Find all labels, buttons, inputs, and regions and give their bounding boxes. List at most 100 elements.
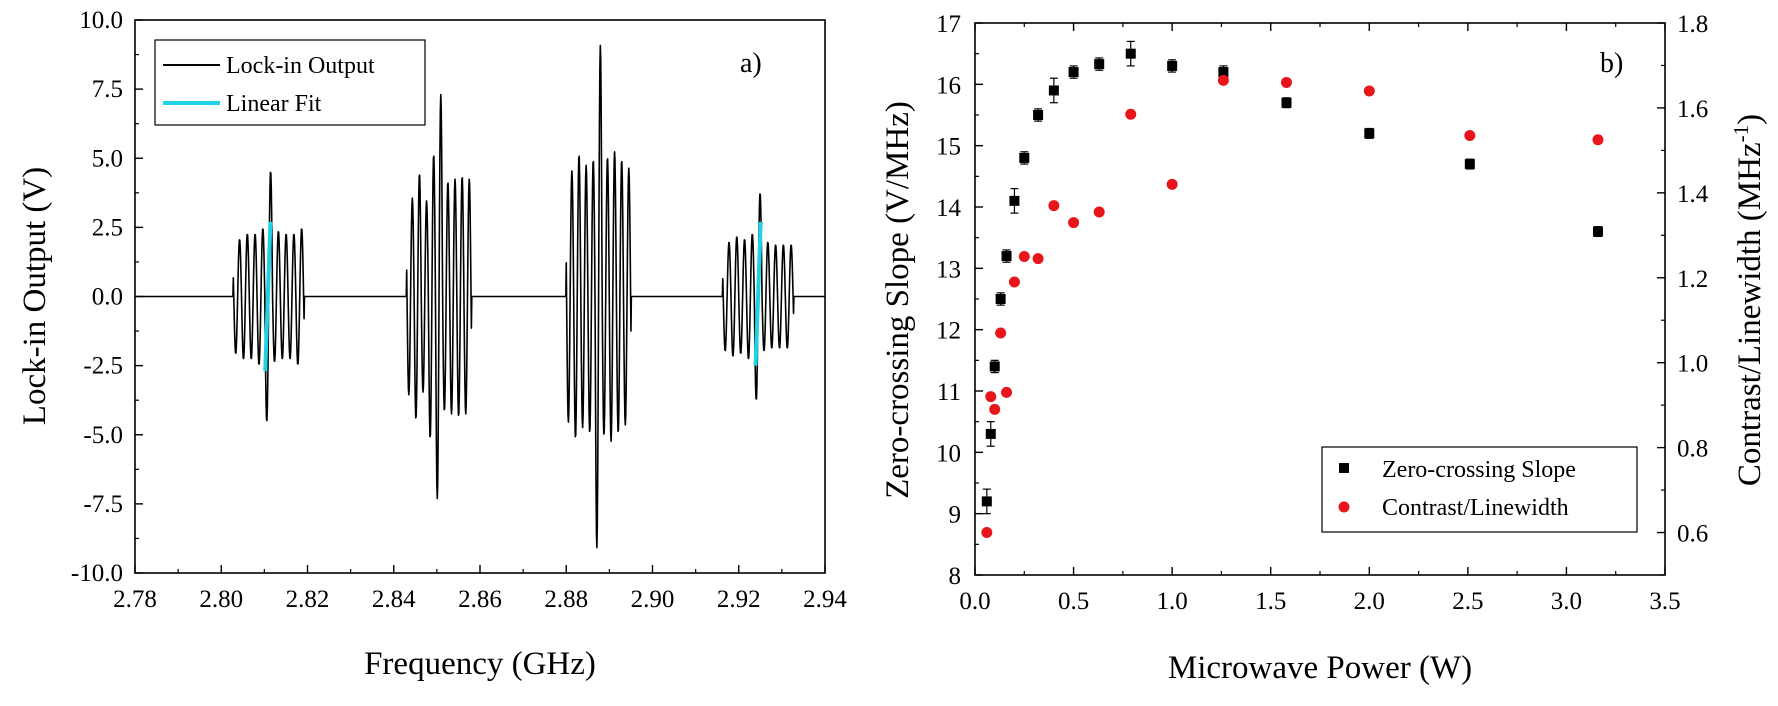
slope-data-point [1592, 226, 1603, 237]
legend-label-lockin-output: Lock-in Output [226, 53, 375, 79]
panel-a-y-axis-label: Lock-in Output (V) [17, 167, 53, 425]
panel-b-x-tick-label: 1.5 [1255, 588, 1286, 615]
linear-fit-segments [263, 221, 763, 372]
panel-b-y-tick-label: 16 [936, 72, 961, 99]
legend-swatch-zero-crossing-slope [1339, 463, 1349, 473]
panel-a-x-tick-label: 2.88 [544, 586, 588, 613]
contrast-linewidth-data-point [1363, 85, 1375, 97]
panel-a-y-tick-label: 10.0 [79, 7, 123, 34]
panel-b-right-tick-label: 1.4 [1677, 181, 1709, 208]
panel-b-y-tick-label: 15 [936, 134, 961, 161]
legend-label-zero-crossing-slope: Zero-crossing Slope [1382, 457, 1576, 483]
panel-b-y-tick-label: 13 [936, 256, 961, 283]
panel-b-x-ticks: 0.0 0.5 1.0 1.5 2.0 2.5 3.0 3.5 [959, 23, 1681, 615]
contrast-linewidth-data-point [1008, 276, 1020, 288]
right-axis-label-superscript: -1 [1729, 125, 1753, 143]
panel-b-right-tick-label: 0.8 [1677, 436, 1708, 463]
panel-b-right-tick-label: 1.0 [1677, 351, 1708, 378]
linear-fit-segment [263, 221, 273, 372]
panel-b-right-y-axis-label: Contrast/Linewidth (MHz-1) [1729, 114, 1768, 486]
panel-a-y-tick-label: 5.0 [92, 145, 123, 172]
panel-b-x-tick-label: 2.5 [1452, 588, 1483, 615]
panel-b-y-tick-label: 17 [936, 11, 961, 38]
panel-b-x-tick-label: 1.0 [1157, 588, 1188, 615]
panel-b-chart: 0.0 0.5 1.0 1.5 2.0 2.5 3.0 3.5 8 9 10 11 12 13 14 15 1… [880, 11, 1768, 686]
slope-data-point [1068, 67, 1079, 78]
slope-data-point [989, 361, 1000, 372]
panel-a-y-tick-label: -10.0 [71, 560, 123, 587]
contrast-linewidth-data-point [1018, 251, 1030, 263]
slope-data-point [1464, 159, 1475, 170]
contrast-linewidth-data-point [1001, 386, 1013, 398]
slope-data-point [1167, 60, 1178, 71]
panel-b-x-tick-label: 2.0 [1354, 588, 1385, 615]
contrast-linewidth-data-point [1068, 217, 1080, 229]
contrast-linewidth-data-point [981, 527, 993, 539]
slope-data-point [1364, 128, 1375, 139]
panel-a-label: a) [740, 48, 762, 79]
panel-a-x-tick-label: 2.94 [803, 586, 847, 613]
panel-b-right-tick-label: 1.6 [1677, 96, 1708, 123]
panel-a-y-tick-label: 7.5 [92, 76, 123, 103]
contrast-linewidth-data-point [1048, 200, 1060, 212]
panel-b-data-points [981, 40, 1604, 539]
panel-a-legend: Lock-in Output Linear Fit [154, 39, 426, 126]
legend-label-linear-fit: Linear Fit [226, 91, 322, 117]
panel-a-x-tick-label: 2.90 [631, 586, 675, 613]
legend-label-contrast-linewidth: Contrast/Linewidth [1382, 495, 1569, 521]
slope-data-point [1125, 48, 1136, 59]
slope-data-point [1009, 195, 1020, 206]
panel-b-y-tick-label: 12 [936, 318, 961, 345]
slope-data-point [1218, 67, 1229, 78]
panel-b-left-y-ticks: 8 9 10 11 12 13 14 15 16 17 [936, 11, 983, 590]
panel-a-x-tick-label: 2.84 [372, 586, 416, 613]
slope-data-point [995, 294, 1006, 304]
panel-a-x-tick-label: 2.86 [458, 586, 502, 613]
panel-b-label: b) [1600, 48, 1623, 79]
panel-b-y-tick-label: 10 [936, 440, 961, 467]
panel-b-right-tick-label: 1.8 [1677, 11, 1708, 38]
contrast-linewidth-data-point [1125, 108, 1137, 120]
panel-b-y-tick-label: 11 [937, 379, 961, 406]
panel-b-x-tick-label: 0.0 [959, 588, 990, 615]
panel-b-left-y-axis-label: Zero-crossing Slope (V/MHz) [880, 101, 916, 499]
panel-b-legend: Zero-crossing Slope Contrast/Linewidth [1321, 446, 1638, 533]
panel-b-y-tick-label: 9 [949, 502, 962, 529]
slope-data-point [1281, 97, 1292, 108]
legend-swatch-contrast-linewidth [1338, 501, 1350, 513]
slope-data-point [1033, 110, 1044, 120]
panel-b-legend-box [1321, 446, 1638, 533]
panel-a-legend-box [154, 39, 426, 126]
slope-data-point [985, 428, 996, 439]
panel-b-x-tick-label: 0.5 [1058, 588, 1089, 615]
panel-a-y-tick-label: -2.5 [83, 353, 123, 380]
panel-b-x-tick-label: 3.0 [1551, 588, 1582, 615]
slope-data-point [981, 496, 992, 507]
contrast-linewidth-data-point [985, 391, 997, 403]
contrast-linewidth-data-point [989, 403, 1001, 415]
right-axis-label-main: Contrast/Linewidth (MHz [1732, 142, 1768, 486]
panel-a-y-tick-label: -7.5 [83, 491, 123, 518]
panel-b-right-y-ticks: 0.6 0.8 1.0 1.2 1.4 1.6 1.8 [1657, 11, 1709, 576]
contrast-linewidth-data-point [995, 327, 1007, 339]
panel-a-y-ticks: -10.0 -7.5 -5.0 -2.5 0.0 2.5 5.0 7.5 10.0 [71, 7, 143, 587]
contrast-linewidth-data-point [1166, 178, 1178, 190]
slope-data-point [1094, 59, 1105, 70]
panel-b-right-tick-label: 1.2 [1677, 266, 1708, 293]
panel-a-x-tick-label: 2.92 [717, 586, 761, 613]
panel-b-right-tick-label: 0.6 [1677, 521, 1708, 548]
panel-a-y-tick-label: -5.0 [83, 422, 123, 449]
panel-a-y-tick-label: 2.5 [92, 214, 123, 241]
lockin-output-trace [134, 44, 826, 549]
panel-a-x-axis-label: Frequency (GHz) [364, 646, 596, 682]
contrast-linewidth-data-point [1032, 253, 1044, 265]
contrast-linewidth-data-point [1280, 76, 1292, 88]
linear-fit-segment [753, 221, 763, 366]
panel-a-x-ticks: 2.78 2.80 2.82 2.84 2.86 2.88 2.90 2.92 2.94 [113, 565, 847, 613]
slope-data-point [1019, 152, 1030, 163]
slope-data-point [1001, 251, 1012, 262]
panel-b-x-tick-label: 3.5 [1649, 588, 1680, 615]
panel-a-x-tick-label: 2.80 [199, 586, 243, 613]
slope-data-point [1048, 85, 1059, 96]
panel-b-y-tick-label: 8 [949, 563, 962, 590]
